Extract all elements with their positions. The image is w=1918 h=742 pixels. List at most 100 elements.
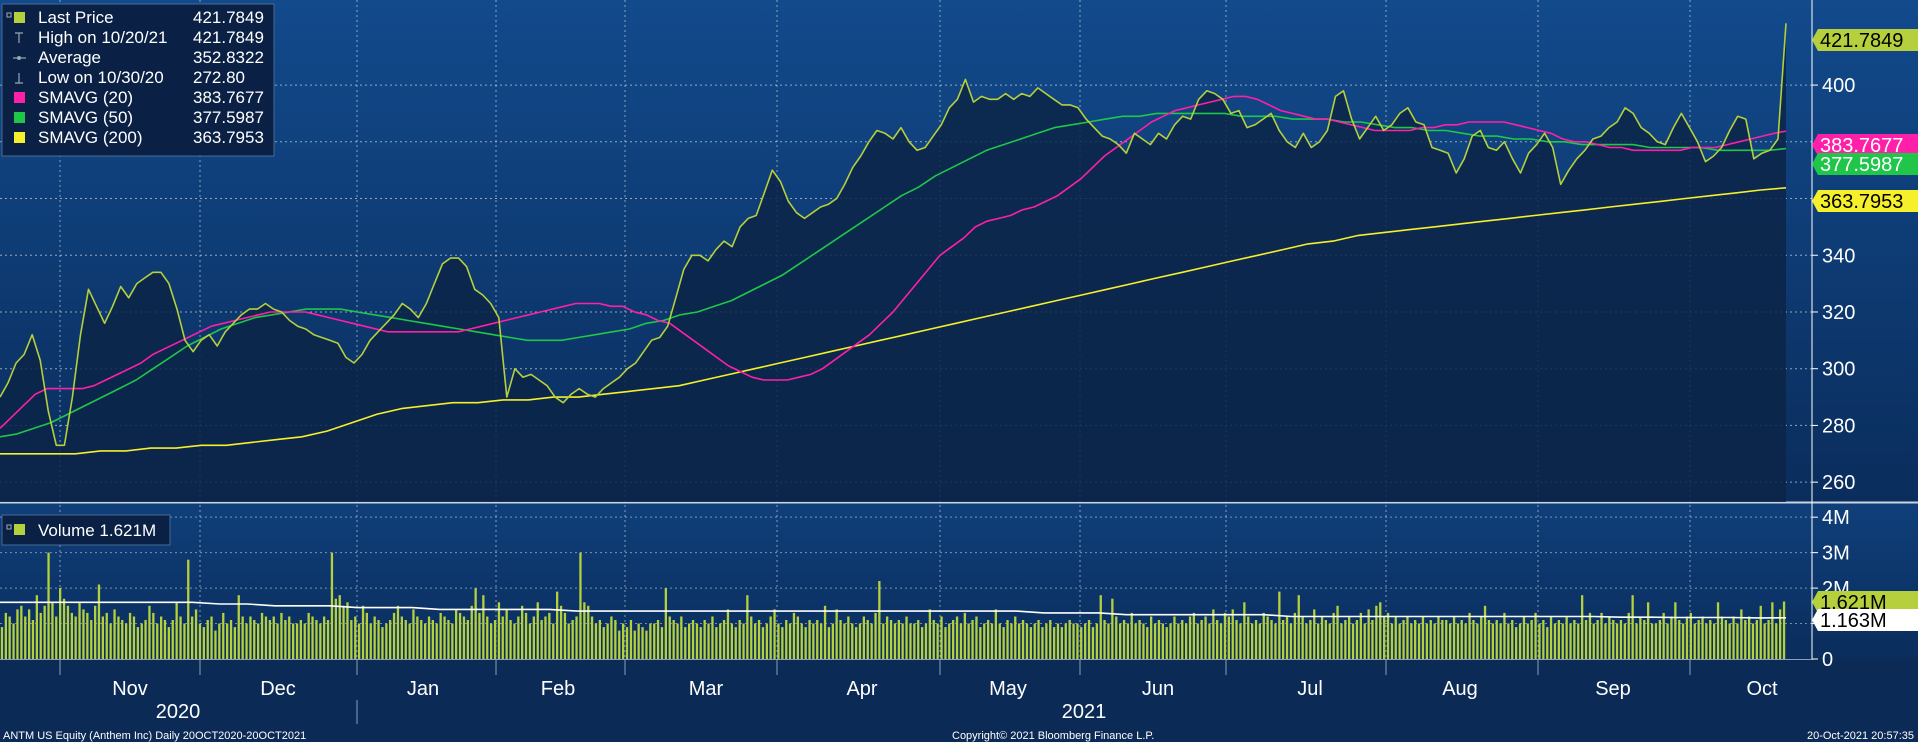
legend-row[interactable]: High on 10/20/21 421.7849 (15, 28, 264, 47)
volume-bar (1476, 623, 1479, 659)
volume-bar (1619, 620, 1623, 659)
volume-bar (886, 616, 889, 659)
month-label: Dec (260, 678, 296, 700)
volume-bar (532, 616, 535, 659)
volume-bar (1681, 623, 1685, 659)
legend-label: Last Price (38, 8, 114, 27)
month-label: May (989, 678, 1027, 700)
volume-bar (1507, 623, 1510, 659)
volume-bar (1410, 623, 1413, 659)
volume-bar (1169, 623, 1172, 659)
volume-bar (645, 630, 648, 659)
volume-bar (1383, 616, 1386, 659)
volume-bar (1716, 602, 1720, 659)
volume-bar (233, 627, 236, 659)
volume-bar (257, 623, 260, 659)
axis-tag: 1.163M (1812, 609, 1918, 632)
volume-bar (792, 612, 796, 659)
volume-bar (1511, 620, 1514, 659)
volume-bar (699, 627, 702, 659)
volume-bar (346, 602, 349, 659)
volume-bar (1344, 620, 1347, 659)
volume-bar (804, 627, 807, 659)
volume-bar (1771, 602, 1774, 659)
volume-bar (540, 620, 543, 659)
price-tick-label: 400 (1822, 75, 1855, 97)
volume-bar (1759, 605, 1762, 659)
price-legend[interactable]: Last Price 421.7849 High on 10/20/21 421.78… (1, 3, 275, 157)
volume-bar (280, 612, 283, 659)
volume-bar (191, 616, 194, 659)
volume-bar (311, 616, 314, 659)
volume-bar (707, 623, 710, 659)
volume-bar (528, 623, 532, 659)
volume-bar (439, 612, 442, 659)
volume-bar (82, 609, 85, 659)
volume-bar (1317, 623, 1320, 659)
volume-bar (167, 627, 170, 659)
month-label: Oct (1746, 678, 1778, 700)
volume-bar (676, 623, 679, 659)
axis-tag-label: 1.621M (1820, 592, 1887, 614)
volume-bar (1278, 591, 1281, 659)
volume-bar (952, 620, 955, 659)
axis-tag-background (1812, 134, 1918, 156)
volume-bar (1460, 620, 1463, 659)
volume-bar (1138, 620, 1141, 659)
legend-row[interactable]: SMAVG (20) 383.7677 (14, 88, 264, 107)
volume-bar (761, 627, 765, 659)
volume-bar (843, 623, 846, 659)
volume-bar (1495, 620, 1498, 659)
legend-row[interactable]: Average 352.8322 (13, 48, 264, 67)
volume-bar (1522, 616, 1526, 659)
volume-bar (276, 623, 279, 659)
volume-bar (781, 627, 784, 659)
collapse-icon[interactable] (6, 524, 12, 530)
volume-bar (1588, 612, 1592, 659)
volume-bar (288, 616, 291, 659)
footer-security: ANTM US Equity (Anthem Inc) Daily 20OCT2… (3, 730, 306, 742)
volume-bar (1666, 623, 1669, 659)
volume-bar (1056, 623, 1060, 659)
volume-bar (1456, 623, 1460, 659)
volume-bar (1608, 616, 1611, 659)
volume-bar (765, 623, 768, 659)
volume-bar (194, 609, 198, 659)
volume-bar (1631, 595, 1634, 659)
volume-bar (901, 623, 904, 659)
volume-bar (637, 623, 640, 659)
volume-bar (392, 612, 396, 659)
volume-legend[interactable]: Volume 1.621M (1, 514, 171, 546)
volume-bar (179, 616, 182, 659)
volume-bar (858, 623, 862, 659)
volume-bar (1600, 612, 1603, 659)
legend-row[interactable]: SMAVG (50) 377.5987 (14, 108, 264, 127)
volume-bar (78, 602, 81, 659)
collapse-icon[interactable] (6, 12, 12, 18)
volume-bar (1697, 620, 1700, 659)
volume-bar (1639, 616, 1642, 659)
legend-row[interactable]: Low on 10/30/20 272.80 (15, 68, 245, 87)
volume-bar (218, 623, 221, 659)
volume-bar (4, 612, 7, 659)
volume-bar (1165, 627, 1168, 659)
footer-timestamp: 20-Oct-2021 20:57:35 (1807, 730, 1914, 742)
volume-bar (1053, 627, 1056, 659)
volume-bar (1592, 623, 1595, 659)
volume-bar (1534, 612, 1537, 659)
volume-bar (587, 605, 590, 659)
volume-bar (936, 623, 939, 659)
volume-bar (1231, 609, 1234, 659)
volume-bar (377, 620, 380, 659)
volume-bar (785, 620, 788, 659)
volume-bar (1150, 616, 1153, 659)
volume-bar (354, 616, 357, 659)
volume-bar (552, 623, 555, 659)
volume-bar (31, 620, 35, 659)
volume-bar (1635, 623, 1638, 659)
legend-row[interactable]: Last Price 421.7849 (14, 8, 264, 27)
legend-row[interactable]: SMAVG (200) 363.7953 (14, 128, 264, 147)
volume-bar (307, 612, 310, 659)
volume-bar (125, 623, 128, 659)
volume-bar (1736, 623, 1739, 659)
